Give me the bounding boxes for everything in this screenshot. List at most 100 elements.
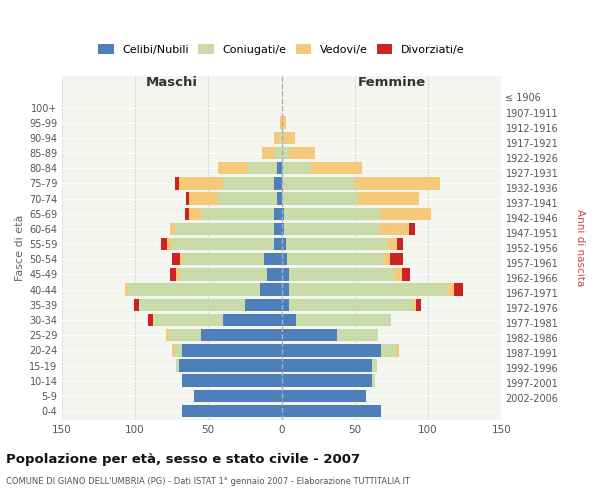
Bar [373,374,375,387]
Bar [161,238,167,250]
Bar [182,344,281,356]
Bar [454,284,463,296]
Bar [166,329,169,342]
Bar [223,314,281,326]
Bar [358,192,419,205]
Y-axis label: Fasce di età: Fasce di età [15,214,25,281]
Bar [283,132,295,144]
Text: COMUNE DI GIANO DELL'UMBRIA (PG) - Dati ISTAT 1° gennaio 2007 - Elaborazione TUT: COMUNE DI GIANO DELL'UMBRIA (PG) - Dati … [6,478,410,486]
Bar [179,360,281,372]
Bar [169,329,201,342]
Bar [281,298,289,311]
Bar [289,268,394,280]
Bar [152,314,223,326]
Bar [201,208,274,220]
Bar [277,192,281,205]
Bar [182,405,281,417]
Bar [189,208,201,220]
Bar [381,344,396,356]
Bar [337,329,378,342]
Bar [284,222,380,235]
Bar [281,268,289,280]
Bar [274,147,281,160]
Bar [281,132,283,144]
Bar [373,360,377,372]
Bar [380,222,409,235]
Bar [281,405,381,417]
Bar [281,238,286,250]
Bar [175,222,274,235]
Bar [286,238,388,250]
Bar [170,222,175,235]
Bar [388,238,397,250]
Bar [189,192,218,205]
Bar [260,284,281,296]
Text: Maschi: Maschi [146,76,197,90]
Bar [284,208,380,220]
Bar [401,268,410,280]
Bar [409,222,415,235]
Bar [281,177,355,190]
Bar [413,298,416,311]
Bar [397,238,403,250]
Bar [355,177,440,190]
Bar [281,329,337,342]
Bar [281,253,287,266]
Bar [281,222,284,235]
Bar [281,284,289,296]
Bar [311,162,362,174]
Bar [274,208,281,220]
Bar [281,208,284,220]
Bar [139,298,245,311]
Bar [245,298,281,311]
Bar [134,298,139,311]
Bar [396,344,399,356]
Bar [280,116,281,129]
Bar [179,268,267,280]
Bar [287,253,383,266]
Bar [281,390,367,402]
Bar [262,147,274,160]
Bar [274,177,281,190]
Bar [172,344,175,356]
Bar [218,162,248,174]
Bar [394,268,401,280]
Bar [176,268,179,280]
Bar [128,284,260,296]
Bar [175,177,179,190]
Bar [281,192,358,205]
Bar [281,162,311,174]
Bar [281,116,286,129]
Bar [281,147,289,160]
Bar [172,238,274,250]
Bar [281,360,373,372]
Bar [277,162,281,174]
Bar [278,132,281,144]
Bar [248,162,277,174]
Bar [125,284,128,296]
Bar [289,298,413,311]
Bar [172,253,181,266]
Bar [179,177,223,190]
Bar [184,253,264,266]
Bar [167,238,172,250]
Bar [175,344,182,356]
Bar [181,253,184,266]
Bar [201,329,281,342]
Bar [274,222,281,235]
Bar [223,177,274,190]
Bar [390,253,403,266]
Bar [194,390,281,402]
Bar [447,284,454,296]
Bar [170,268,176,280]
Legend: Celibi/Nubili, Coniugati/e, Vedovi/e, Divorziati/e: Celibi/Nubili, Coniugati/e, Vedovi/e, Di… [94,40,469,60]
Text: Popolazione per età, sesso e stato civile - 2007: Popolazione per età, sesso e stato civil… [6,452,360,466]
Bar [148,314,152,326]
Text: Femmine: Femmine [358,76,425,90]
Bar [289,284,447,296]
Bar [289,147,315,160]
Bar [185,208,189,220]
Bar [186,192,189,205]
Bar [281,344,381,356]
Bar [296,314,391,326]
